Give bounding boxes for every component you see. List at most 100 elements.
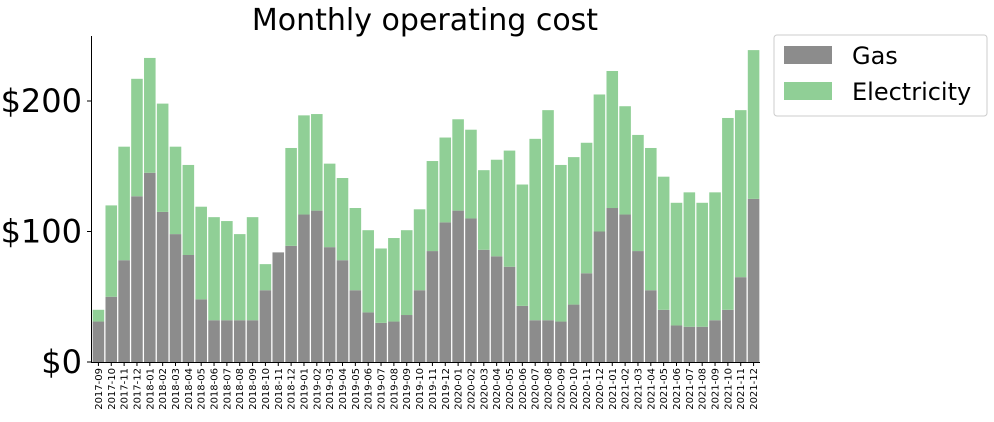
- bar-electricity-2017-12: [131, 78, 143, 197]
- x-tick-label: 2017-10: [107, 368, 118, 410]
- x-tick-label: 2020-11: [582, 368, 593, 410]
- x-tick-label: 2021-10: [723, 368, 734, 410]
- x-tick-label: 2017-11: [120, 368, 131, 410]
- bar-electricity-2020-04: [490, 159, 503, 257]
- bar-electricity-2021-11: [734, 110, 747, 278]
- x-tick-label: 2020-06: [518, 368, 529, 410]
- bar-electricity-2018-09: [246, 217, 259, 321]
- x-tick-label: 2019-06: [364, 368, 375, 410]
- bar-gas-2017-11: [118, 260, 130, 362]
- bar-gas-2018-10: [259, 290, 272, 362]
- x-tick-label: 2018-04: [184, 368, 195, 410]
- bar-electricity-2019-04: [336, 178, 349, 261]
- x-tick-label: 2020-02: [466, 368, 477, 410]
- bar-gas-2018-05: [195, 299, 207, 362]
- x-tick-label: 2019-03: [325, 368, 336, 410]
- x-tick-label: 2019-07: [377, 368, 388, 410]
- x-tick-label: 2018-03: [171, 368, 182, 410]
- bar-electricity-2018-05: [195, 206, 207, 300]
- x-tick-label: 2017-09: [94, 368, 105, 410]
- x-tick-label: 2018-02: [158, 368, 169, 410]
- bar-gas-2019-06: [362, 312, 374, 362]
- bar-electricity-2020-05: [503, 150, 516, 267]
- bar-electricity-2018-03: [169, 146, 182, 235]
- bar-electricity-2021-12: [747, 50, 760, 199]
- bar-electricity-2020-10: [567, 157, 580, 305]
- bar-electricity-2020-03: [478, 170, 490, 250]
- x-tick-label: 2020-07: [531, 368, 542, 410]
- bar-gas-2020-10: [567, 304, 580, 362]
- x-tick-label: 2017-12: [132, 368, 143, 410]
- x-tick-label: 2018-08: [235, 368, 246, 410]
- bar-gas-2019-12: [439, 222, 452, 362]
- bar-gas-2021-09: [709, 320, 721, 362]
- bar-gas-2019-08: [388, 321, 400, 362]
- bar-electricity-2020-08: [542, 110, 554, 321]
- bar-gas-2021-12: [747, 198, 760, 363]
- bar-gas-2018-07: [221, 320, 233, 362]
- bar-gas-2018-03: [169, 234, 182, 362]
- x-tick-label: 2021-06: [672, 368, 683, 410]
- bar-electricity-2019-08: [388, 238, 400, 322]
- bar-electricity-2017-11: [118, 146, 130, 261]
- x-tick-label: 2018-01: [145, 368, 156, 410]
- x-tick-label: 2020-01: [454, 368, 465, 410]
- bar-electricity-2017-10: [105, 205, 118, 297]
- x-tick-label: 2020-09: [556, 368, 567, 410]
- x-tick-label: 2019-09: [402, 368, 413, 410]
- bar-gas-2020-09: [555, 321, 567, 362]
- x-tick-label: 2019-04: [338, 368, 349, 410]
- bar-electricity-2018-04: [182, 164, 195, 255]
- bar-electricity-2021-09: [709, 192, 721, 321]
- bar-electricity-2020-01: [452, 119, 464, 211]
- bar-electricity-2020-06: [516, 184, 529, 306]
- bar-gas-2018-01: [144, 172, 156, 362]
- x-tick-label: 2018-07: [222, 368, 233, 410]
- bar-electricity-2019-10: [413, 209, 426, 291]
- bar-electricity-2021-04: [645, 147, 657, 291]
- bar-electricity-2018-06: [208, 217, 220, 321]
- bar-gas-2019-04: [336, 260, 349, 362]
- bar-electricity-2017-09: [92, 309, 105, 322]
- bar-gas-2020-08: [542, 320, 554, 362]
- y-ticks: $0 $100 $200: [1, 82, 92, 381]
- x-tick-label: 2020-04: [492, 368, 503, 410]
- bar-gas-2018-08: [233, 320, 246, 362]
- bar-gas-2018-09: [246, 320, 259, 362]
- bar-gas-2021-07: [683, 326, 696, 362]
- bar-electricity-2019-05: [349, 208, 362, 291]
- bar-gas-2017-10: [105, 296, 118, 362]
- bar-gas-2017-12: [131, 196, 143, 362]
- x-tick-label: 2019-01: [299, 368, 310, 410]
- bar-electricity-2018-02: [156, 103, 169, 212]
- bar-electricity-2019-03: [323, 163, 336, 248]
- x-tick-label: 2021-02: [621, 368, 632, 410]
- y-tick-label: $200: [1, 82, 82, 120]
- bar-electricity-2021-10: [722, 117, 734, 310]
- x-tick-label: 2019-08: [389, 368, 400, 410]
- bar-electricity-2020-07: [529, 138, 541, 321]
- bar-gas-2018-02: [156, 211, 169, 362]
- x-tick-label: 2020-12: [595, 368, 606, 410]
- x-tick-label: 2019-10: [415, 368, 426, 410]
- x-tick-label: 2019-02: [312, 368, 323, 410]
- legend-swatch-gas: [784, 46, 832, 64]
- bar-gas-2018-06: [208, 320, 220, 362]
- axes-layer: [91, 36, 760, 363]
- bar-electricity-2020-09: [555, 164, 567, 322]
- x-tick-label: 2021-03: [633, 368, 644, 410]
- bar-gas-2019-09: [400, 315, 413, 362]
- x-tick-label: 2018-09: [248, 368, 259, 410]
- bar-gas-2020-11: [580, 273, 593, 362]
- bar-gas-2019-05: [349, 290, 362, 362]
- legend-label-gas: Gas: [852, 42, 898, 70]
- x-tick-label: 2018-05: [197, 368, 208, 410]
- bar-electricity-2018-08: [233, 234, 246, 321]
- bar-electricity-2019-11: [426, 161, 439, 252]
- bar-electricity-2021-03: [632, 134, 644, 252]
- bar-gas-2021-11: [734, 277, 747, 363]
- bar-electricity-2021-08: [696, 202, 708, 327]
- bar-electricity-2021-01: [606, 70, 619, 209]
- bar-gas-2020-12: [593, 231, 606, 362]
